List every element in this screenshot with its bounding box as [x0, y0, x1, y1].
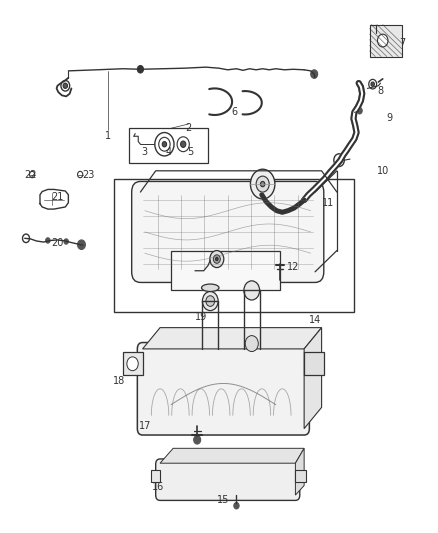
Circle shape	[234, 503, 239, 509]
Bar	[370, 25, 403, 56]
Polygon shape	[123, 352, 143, 375]
Circle shape	[63, 83, 67, 88]
Text: 11: 11	[322, 198, 334, 208]
Circle shape	[311, 70, 318, 78]
Text: 20: 20	[51, 238, 64, 247]
Circle shape	[64, 239, 68, 244]
FancyBboxPatch shape	[155, 459, 300, 500]
Circle shape	[46, 238, 50, 243]
Polygon shape	[151, 470, 160, 482]
Circle shape	[162, 142, 166, 147]
Text: 9: 9	[386, 112, 392, 123]
Ellipse shape	[201, 284, 219, 292]
Text: 2: 2	[185, 123, 191, 133]
Circle shape	[213, 255, 220, 263]
Text: 21: 21	[51, 192, 64, 203]
Circle shape	[245, 336, 258, 352]
Polygon shape	[160, 448, 304, 463]
Bar	[114, 179, 354, 312]
Polygon shape	[143, 328, 321, 349]
Circle shape	[138, 66, 144, 73]
Circle shape	[210, 251, 224, 268]
Circle shape	[256, 176, 269, 192]
Text: 8: 8	[378, 86, 384, 96]
Text: 10: 10	[377, 166, 389, 176]
Text: 23: 23	[82, 169, 94, 180]
Circle shape	[371, 82, 374, 86]
Circle shape	[202, 292, 218, 311]
Text: 15: 15	[217, 495, 230, 505]
Bar	[130, 128, 208, 163]
Text: 22: 22	[24, 169, 37, 180]
Circle shape	[378, 34, 388, 47]
Polygon shape	[295, 448, 304, 495]
Circle shape	[261, 181, 265, 187]
Polygon shape	[304, 328, 321, 429]
Text: 1: 1	[105, 131, 111, 141]
Text: 5: 5	[187, 147, 194, 157]
Bar	[171, 251, 280, 290]
Text: 6: 6	[231, 107, 237, 117]
Text: 4: 4	[166, 147, 172, 157]
Polygon shape	[295, 470, 306, 482]
Circle shape	[357, 108, 362, 114]
Circle shape	[180, 141, 186, 148]
Text: 7: 7	[399, 38, 406, 48]
Circle shape	[215, 257, 218, 261]
Text: 3: 3	[142, 147, 148, 157]
Circle shape	[251, 169, 275, 199]
Text: 18: 18	[113, 376, 125, 386]
Circle shape	[127, 357, 138, 370]
Circle shape	[78, 240, 85, 249]
Circle shape	[244, 281, 260, 300]
Circle shape	[206, 296, 215, 306]
FancyBboxPatch shape	[132, 181, 324, 282]
FancyBboxPatch shape	[138, 343, 309, 435]
Text: 19: 19	[195, 312, 208, 322]
Text: 14: 14	[309, 314, 321, 325]
Circle shape	[194, 435, 201, 444]
Text: 17: 17	[138, 421, 151, 431]
Text: 16: 16	[152, 482, 164, 492]
Polygon shape	[304, 352, 324, 375]
Text: 12: 12	[287, 262, 300, 271]
